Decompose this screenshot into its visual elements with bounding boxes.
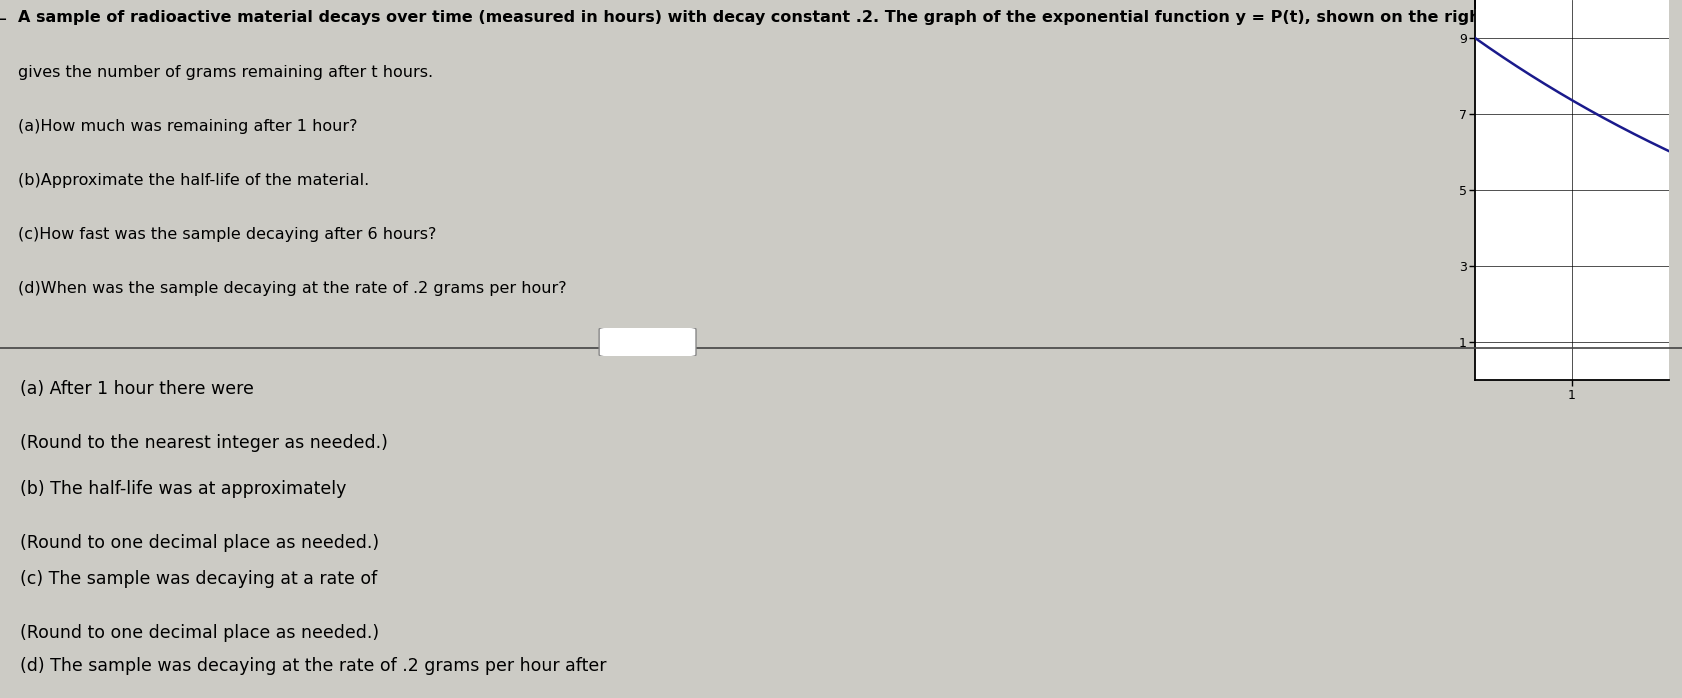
Text: (b) The half-life was at approximately: (b) The half-life was at approximately: [20, 480, 352, 498]
Text: (Round to the nearest integer as needed.): (Round to the nearest integer as needed.…: [20, 433, 389, 452]
Text: gives the number of grams remaining after t hours.: gives the number of grams remaining afte…: [17, 65, 432, 80]
Text: (b)Approximate the half-life of the material.: (b)Approximate the half-life of the mate…: [17, 173, 368, 188]
Text: (Round to one decimal place as needed.): (Round to one decimal place as needed.): [20, 624, 380, 641]
Text: ←: ←: [0, 10, 7, 29]
Text: (c)How fast was the sample decaying after 6 hours?: (c)How fast was the sample decaying afte…: [17, 227, 436, 242]
Text: (d)When was the sample decaying at the rate of .2 grams per hour?: (d)When was the sample decaying at the r…: [17, 281, 567, 296]
Text: (a) After 1 hour there were: (a) After 1 hour there were: [20, 380, 259, 398]
Text: (a)How much was remaining after 1 hour?: (a)How much was remaining after 1 hour?: [17, 119, 357, 133]
Text: (c) The sample was decaying at a rate of: (c) The sample was decaying at a rate of: [20, 570, 383, 588]
Text: A sample of radioactive material decays over time (measured in hours) with decay: A sample of radioactive material decays …: [17, 10, 1494, 25]
FancyBboxPatch shape: [599, 327, 696, 357]
Text: (Round to one decimal place as needed.): (Round to one decimal place as needed.): [20, 534, 380, 552]
Text: •••: •••: [639, 337, 656, 347]
Text: (d) The sample was decaying at the rate of .2 grams per hour after: (d) The sample was decaying at the rate …: [20, 657, 612, 674]
